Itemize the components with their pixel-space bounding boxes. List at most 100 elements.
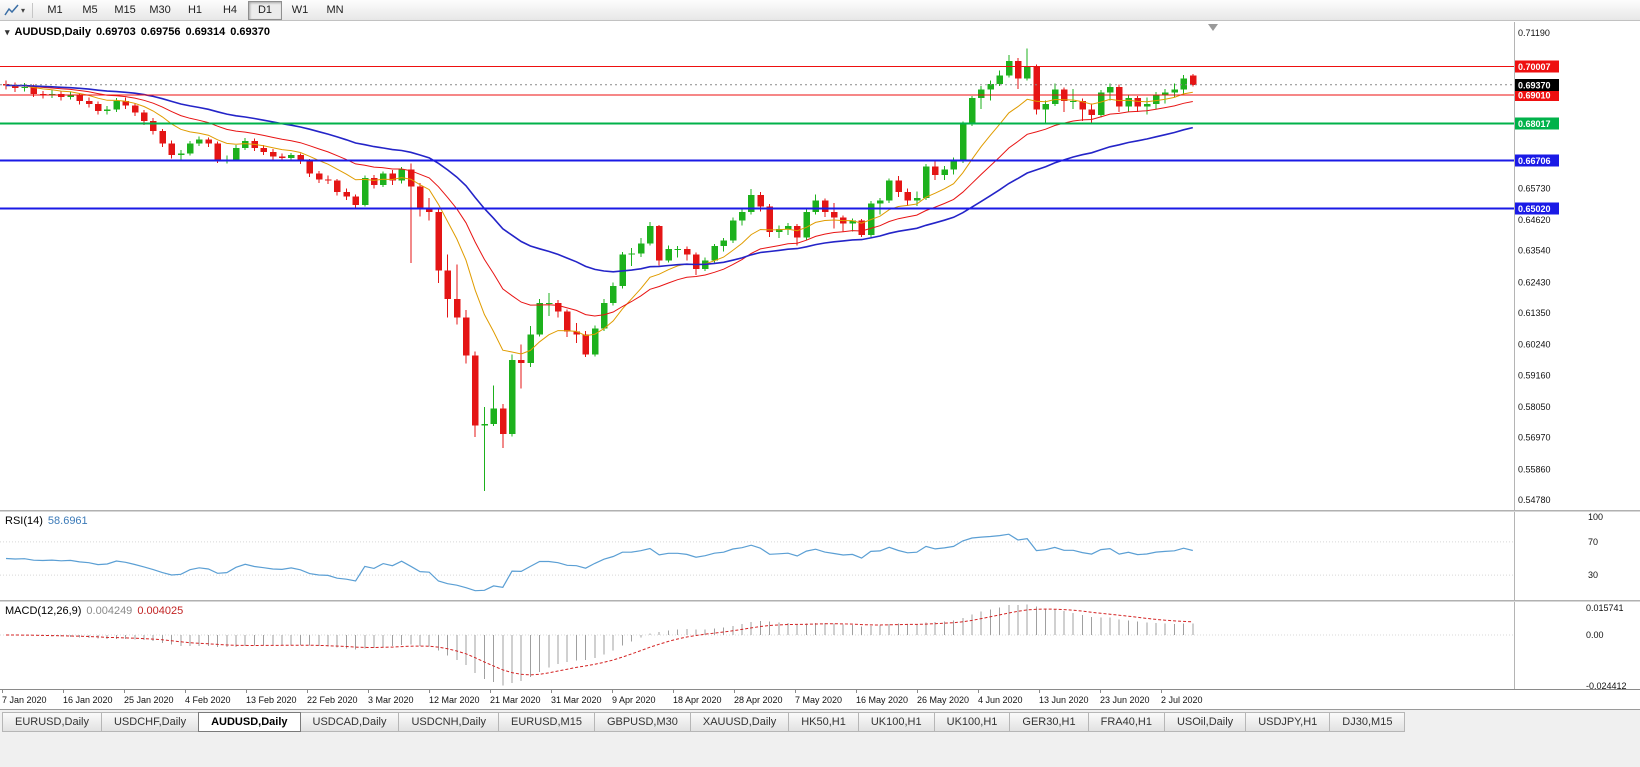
timeframe-button-m1[interactable]: M1 (47, 3, 63, 16)
candle-body (325, 179, 332, 181)
candle-body (417, 186, 424, 210)
price-tag[interactable] (1515, 89, 1559, 102)
chart-tab-audusd-daily[interactable]: AUDUSD,Daily (198, 712, 301, 732)
candle-body (647, 226, 654, 244)
date-tick (551, 690, 552, 693)
candle-body (591, 328, 599, 355)
chart-tab-usdjpy-h1[interactable]: USDJPY,H1 (1245, 712, 1331, 732)
chart-tab-gbpusd-m30[interactable]: GBPUSD,M30 (593, 712, 691, 732)
panel-splitter[interactable] (0, 600, 1640, 602)
timeframe-button-h1[interactable]: H1 (187, 3, 203, 16)
price-tag[interactable] (1515, 60, 1559, 73)
chart-tab-usoil-daily[interactable]: USOil,Daily (1163, 712, 1247, 732)
date-axis-label: 13 Jun 2020 (1039, 695, 1089, 705)
date-tick (429, 690, 430, 693)
candle-body (628, 253, 636, 255)
date-axis-label: 16 May 2020 (856, 695, 909, 705)
chart-tab-usdcad-daily[interactable]: USDCAD,Daily (299, 712, 400, 732)
chart-tab-hk50-h1[interactable]: HK50,H1 (788, 712, 859, 732)
macd-panel-canvas[interactable]: 0.015741 0.00 -0.024412 (0, 602, 1640, 689)
candle-body (371, 177, 378, 185)
date-axis-label: 23 Jun 2020 (1100, 695, 1150, 705)
timeframe-button-w1[interactable]: W1 (291, 3, 309, 16)
macd-axis-label: 0.015741 (1586, 603, 1624, 613)
candle-body (113, 101, 120, 110)
price-tag-label: 0.70007 (1518, 62, 1551, 72)
rsi-panel-canvas[interactable]: 100 70 30 (0, 512, 1640, 600)
macd-axis-label: 0.00 (1586, 630, 1604, 640)
candle-body (1042, 103, 1050, 110)
date-tick (917, 690, 918, 693)
candle-body (444, 270, 452, 299)
candle-body (1171, 89, 1178, 93)
date-axis-label: 12 Mar 2020 (429, 695, 480, 705)
date-tick (978, 690, 979, 693)
chart-shift-marker[interactable] (1208, 24, 1218, 31)
chart-tab-usdchf-daily[interactable]: USDCHF,Daily (100, 712, 200, 732)
candle-body (518, 360, 525, 363)
candle-body (141, 112, 148, 121)
timeframe-button-mn[interactable]: MN (326, 3, 344, 16)
timeframe-button-m15[interactable]: M15 (114, 3, 136, 16)
candle-body (601, 303, 608, 329)
candle-body (693, 254, 700, 269)
date-axis-label: 3 Mar 2020 (368, 695, 414, 705)
chart-tab-uk100-h1[interactable]: UK100,H1 (933, 712, 1011, 732)
ohlc-close: 0.69370 (230, 26, 270, 38)
price-tag (1515, 78, 1559, 91)
candle-body (315, 173, 323, 180)
chart-tool-icon[interactable] (3, 2, 21, 18)
candle-body (361, 177, 369, 205)
timeframe-button-d1[interactable]: D1 (248, 0, 283, 20)
timeframe-button-m5[interactable]: M5 (82, 3, 98, 16)
date-tick (63, 690, 64, 693)
candle-body (279, 156, 286, 158)
rsi-name: RSI(14) (5, 515, 43, 527)
candle-body (555, 303, 562, 312)
collapse-icon[interactable]: ▾ (5, 26, 10, 37)
candle-body (674, 249, 682, 251)
panel-splitter[interactable] (0, 510, 1640, 512)
date-axis-label: 7 Jan 2020 (2, 695, 47, 705)
candle-body (306, 160, 314, 174)
candle-body (343, 192, 350, 197)
candle-body (131, 105, 139, 113)
chart-tab-eurusd-m15[interactable]: EURUSD,M15 (498, 712, 595, 732)
timeframe-button-h4[interactable]: H4 (222, 3, 238, 16)
chart-tab-uk100-h1[interactable]: UK100,H1 (857, 712, 935, 732)
candle-body (1024, 66, 1031, 79)
candle-body (12, 85, 19, 89)
chart-tab-fra40-h1[interactable]: FRA40,H1 (1087, 712, 1165, 732)
price-tag[interactable] (1515, 117, 1559, 130)
chart-tab-eurusd-daily[interactable]: EURUSD,Daily (2, 712, 102, 732)
macd-signal-line (6, 608, 1193, 676)
candle-body (1005, 61, 1013, 76)
date-axis-label: 7 May 2020 (795, 695, 843, 705)
chart-tab-dj30-m15[interactable]: DJ30,M15 (1329, 712, 1406, 732)
chart-tab-usdcnh-daily[interactable]: USDCNH,Daily (398, 712, 500, 732)
candle-body (205, 139, 212, 144)
ohlc-low: 0.69314 (185, 26, 226, 38)
timeframe-button-m30[interactable]: M30 (149, 3, 171, 16)
price-tag[interactable] (1515, 154, 1559, 167)
candle-body (803, 212, 810, 238)
candle-body (1162, 92, 1169, 96)
candle-body (389, 173, 396, 181)
date-axis-label: 9 Apr 2020 (612, 695, 656, 705)
dropdown-caret-icon[interactable]: ▾ (21, 5, 26, 15)
candle-body (297, 155, 304, 161)
price-tag[interactable] (1515, 202, 1559, 215)
candle-body (1051, 89, 1059, 104)
candle-body (895, 180, 902, 193)
candle-body (932, 166, 939, 176)
candle-body (196, 139, 203, 144)
date-tick (307, 690, 308, 693)
chart-tab-xauusd-daily[interactable]: XAUUSD,Daily (689, 712, 790, 732)
candle-body (978, 89, 985, 99)
candle-body (214, 143, 222, 161)
candle-body (150, 120, 157, 131)
date-axis[interactable]: 7 Jan 2020 16 Jan 2020 25 Jan 2020 4 Feb 20… (0, 689, 1640, 709)
main-chart-canvas[interactable]: 0.71190 0.65730 0.64620 0.63540 0.62430 0.613… (0, 22, 1640, 510)
chart-title: ▾ AUDUSD,Daily 0.69703 0.69756 0.69314 0… (5, 26, 270, 38)
chart-tab-ger30-h1[interactable]: GER30,H1 (1009, 712, 1089, 732)
